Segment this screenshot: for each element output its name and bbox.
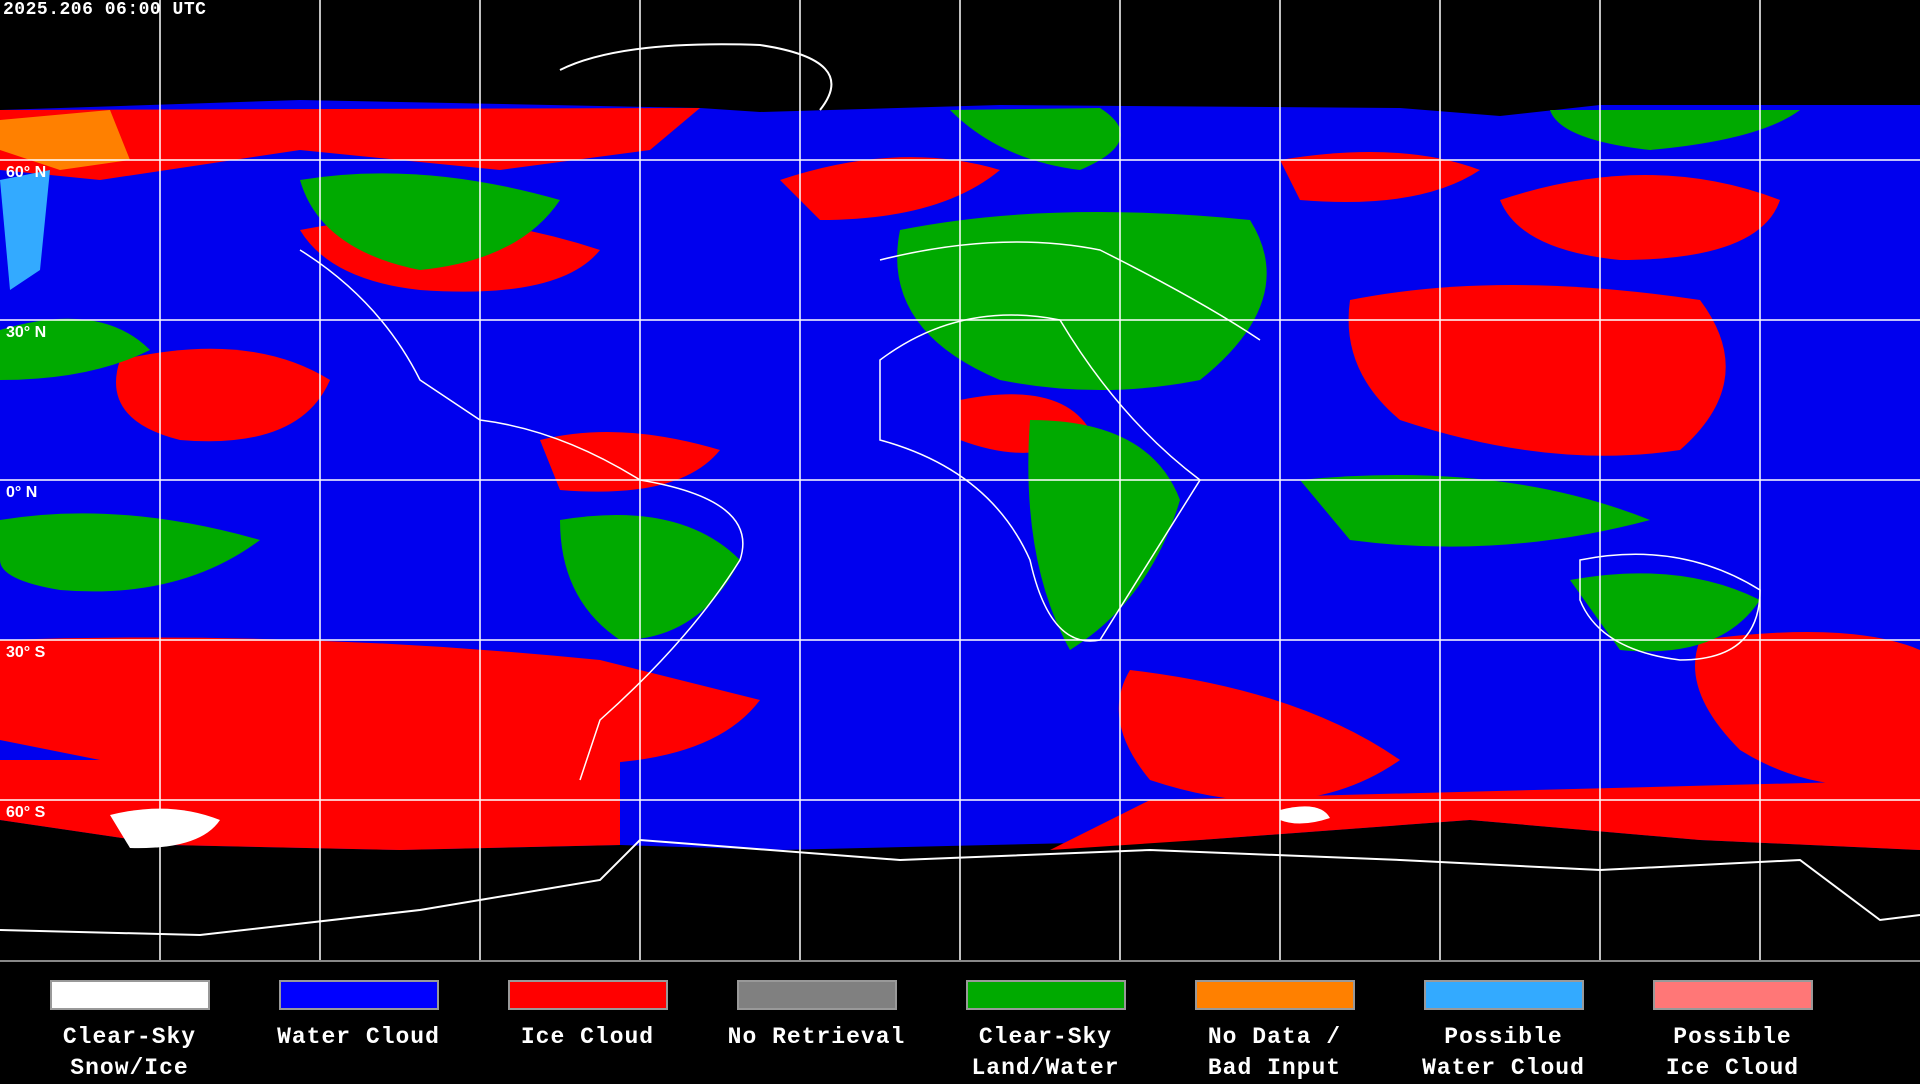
clear-sky-regions — [0, 108, 1800, 652]
no-data-region — [0, 110, 130, 170]
legend-label: Water Cloud — [277, 1024, 440, 1050]
lat-label-30s: 30° S — [6, 644, 46, 661]
legend-label: No Data / Bad Input — [1207, 1024, 1342, 1081]
legend-item-clear-sky-snow-ice: Clear-Sky Snow/Ice — [15, 980, 244, 1084]
legend-item-clear-sky-land-water: Clear-Sky Land/Water — [931, 980, 1160, 1084]
timestamp-title: 2025.206 06:00 UTC — [3, 0, 207, 20]
lat-label-60n: 60° N — [6, 164, 47, 181]
legend-label: Ice Cloud — [520, 1024, 655, 1050]
legend-swatch — [1423, 980, 1584, 1010]
legend-swatch — [1652, 980, 1813, 1010]
legend-item-water-cloud: Water Cloud — [244, 980, 473, 1053]
graticule — [0, 0, 1920, 960]
possible-water-cloud-region — [0, 170, 50, 290]
legend-item-ice-cloud: Ice Cloud — [473, 980, 702, 1053]
legend-swatch — [507, 980, 668, 1010]
legend-swatch — [736, 980, 897, 1010]
legend-swatch — [49, 980, 210, 1010]
legend-swatch — [965, 980, 1126, 1010]
legend-label: Possible Water Cloud — [1422, 1024, 1585, 1081]
legend-label: Clear-Sky Snow/Ice — [62, 1024, 197, 1081]
legend-label: Possible Ice Cloud — [1665, 1024, 1800, 1081]
legend-swatch — [278, 980, 439, 1010]
antarctica-outline — [0, 838, 1920, 937]
legend-label: No Retrieval — [727, 1024, 906, 1050]
snow-ice-regions — [110, 806, 1330, 849]
legend-item-no-data: No Data / Bad Input — [1160, 980, 1389, 1084]
lat-label-0n: 0° N — [6, 484, 38, 501]
lat-label-30n: 30° N — [6, 324, 47, 341]
legend-item-no-retrieval: No Retrieval — [702, 980, 931, 1053]
legend-swatch — [1194, 980, 1355, 1010]
cloud-phase-map — [0, 0, 1920, 960]
ice-cloud-regions — [0, 108, 1920, 850]
legend-item-possible-ice-cloud: Possible Ice Cloud — [1618, 980, 1847, 1084]
legend: Clear-Sky Snow/Ice Water Cloud Ice Cloud… — [0, 960, 1920, 1082]
greenland-outline — [559, 43, 833, 111]
legend-label: Clear-Sky Land/Water — [971, 1024, 1120, 1081]
legend-item-possible-water-cloud: Possible Water Cloud — [1389, 980, 1618, 1084]
lat-label-60s: 60° S — [6, 804, 46, 821]
